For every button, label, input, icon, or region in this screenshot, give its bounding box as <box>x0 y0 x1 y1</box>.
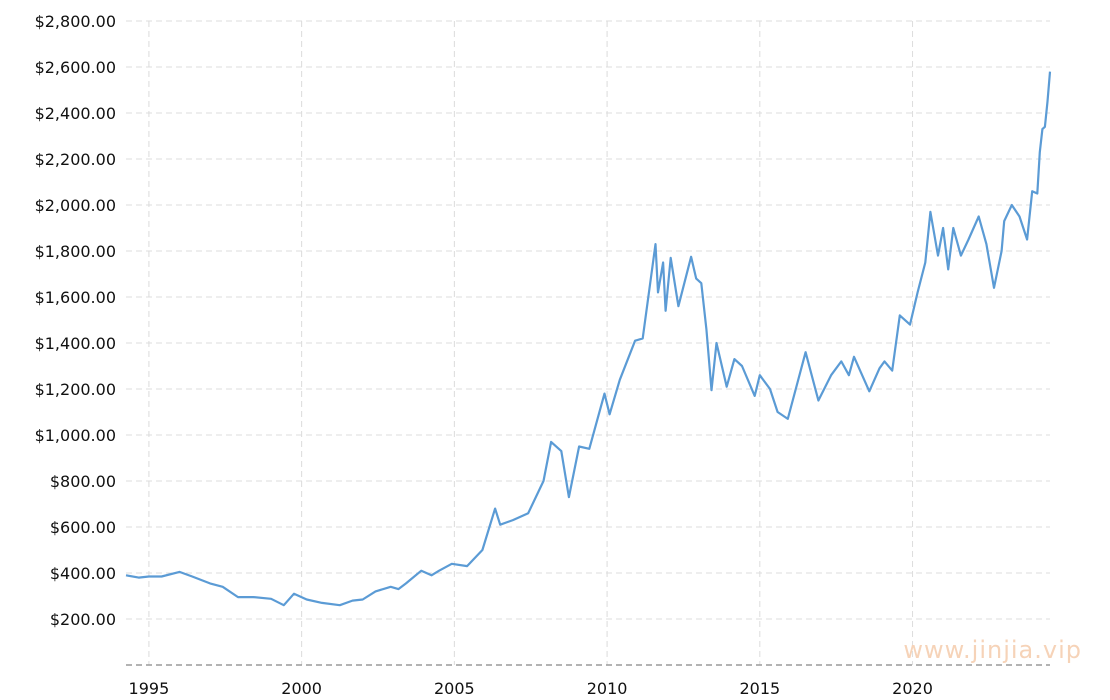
y-tick-label: $1,200.00 <box>35 380 116 399</box>
y-tick-label: $1,800.00 <box>35 242 116 261</box>
watermark: www.jinjia.vip <box>903 636 1082 664</box>
x-axis-tick-labels: 1995 2000 2005 2010 2015 2020 <box>129 679 933 698</box>
y-tick-label: $2,000.00 <box>35 196 116 215</box>
x-tick-label: 1995 <box>129 679 170 698</box>
y-tick-label: $600.00 <box>50 518 116 537</box>
y-tick-label: $2,600.00 <box>35 58 116 77</box>
x-tick-label: 2000 <box>281 679 322 698</box>
y-axis-tick-labels: $200.00 $400.00 $600.00 $800.00 $1,000.00 $1,… <box>35 12 116 629</box>
price-series-line <box>125 71 1052 607</box>
y-tick-label: $1,000.00 <box>35 426 116 445</box>
y-tick-label: $2,800.00 <box>35 12 116 31</box>
x-tick-label: 2015 <box>739 679 780 698</box>
y-tick-label: $800.00 <box>50 472 116 491</box>
chart-gridlines <box>126 20 1050 665</box>
x-tick-label: 2005 <box>434 679 475 698</box>
y-tick-label: $400.00 <box>50 564 116 583</box>
y-tick-label: $200.00 <box>50 610 116 629</box>
y-tick-label: $2,200.00 <box>35 150 116 169</box>
y-tick-label: $2,400.00 <box>35 104 116 123</box>
x-tick-label: 2020 <box>892 679 933 698</box>
y-tick-label: $1,600.00 <box>35 288 116 307</box>
x-tick-label: 2010 <box>587 679 628 698</box>
y-tick-label: $1,400.00 <box>35 334 116 353</box>
